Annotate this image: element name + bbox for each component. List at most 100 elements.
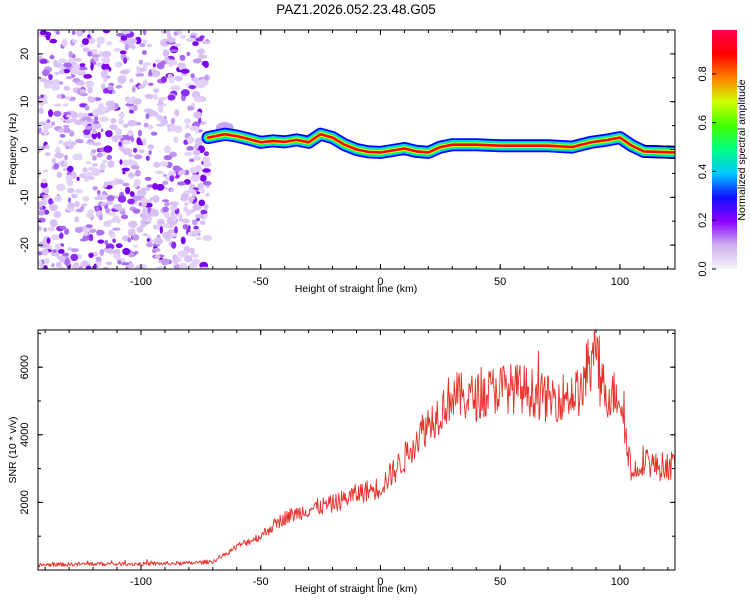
noise-blob (47, 226, 56, 232)
noise-blob (84, 171, 94, 178)
noise-blob (82, 38, 89, 46)
noise-blob (162, 231, 172, 240)
noise-blob (161, 30, 167, 34)
noise-blob (82, 228, 90, 233)
noise-blob (104, 57, 111, 63)
noise-blob (51, 158, 57, 164)
noise-blob (67, 247, 72, 251)
noise-blob (96, 229, 105, 236)
noise-blob (167, 36, 176, 43)
noise-blob (127, 158, 135, 167)
noise-blob (70, 67, 78, 75)
colorbar-label: Normalized spectral amplitude (736, 79, 748, 220)
noise-blob (112, 203, 123, 210)
noise-blob (66, 114, 72, 118)
noise-blob (62, 252, 70, 257)
noise-speckle (38, 30, 213, 269)
colorbar (712, 30, 737, 269)
noise-blob (180, 236, 186, 245)
noise-blob (203, 61, 209, 68)
noise-blob (49, 54, 55, 60)
heatmap-y-tick-label: -10 (19, 189, 31, 205)
noise-blob (46, 119, 51, 124)
noise-blob (195, 236, 202, 240)
noise-blob (74, 216, 80, 223)
noise-blob (194, 137, 203, 146)
noise-blob (163, 222, 171, 229)
noise-blob (88, 176, 95, 180)
noise-blob (85, 125, 92, 130)
noise-blob (119, 210, 126, 215)
noise-blob (57, 128, 64, 133)
noise-blob (85, 161, 92, 165)
noise-blob (172, 165, 181, 172)
noise-blob (152, 63, 156, 68)
noise-blob (62, 103, 69, 107)
noise-blob (87, 51, 93, 57)
noise-blob (186, 146, 194, 151)
noise-blob (138, 59, 144, 65)
noise-blob (82, 196, 90, 202)
noise-blob (38, 201, 46, 206)
noise-blob (38, 107, 44, 114)
noise-blob (103, 191, 107, 195)
noise-blob (99, 249, 105, 256)
noise-blob (140, 224, 146, 228)
noise-blob (160, 38, 170, 47)
noise-blob (185, 209, 191, 216)
noise-blob (172, 43, 182, 47)
noise-blob (96, 36, 105, 45)
noise-blob (77, 112, 84, 119)
noise-blob (96, 123, 102, 129)
noise-blob (56, 183, 66, 192)
noise-blob (136, 137, 141, 146)
noise-blob (113, 48, 122, 52)
noise-blob (105, 130, 113, 138)
noise-blob (132, 234, 140, 241)
colorbar-tick-label: 0.0 (697, 261, 709, 276)
noise-blob (152, 248, 161, 252)
noise-blob (95, 206, 100, 211)
noise-blob (94, 115, 99, 122)
noise-blob (97, 239, 105, 244)
noise-blob (153, 93, 158, 101)
noise-blob (106, 106, 116, 111)
noise-blob (53, 110, 62, 117)
noise-blob (95, 256, 102, 261)
noise-blob (90, 49, 98, 55)
snr-x-tick-label: 0 (377, 576, 383, 588)
noise-blob (159, 226, 163, 234)
noise-blob (101, 83, 106, 90)
noise-blob (192, 149, 201, 156)
noise-blob (124, 43, 129, 51)
noise-blob (56, 171, 62, 179)
noise-blob (202, 156, 211, 164)
noise-blob (114, 128, 123, 136)
noise-blob (187, 231, 192, 237)
noise-blob (127, 153, 135, 157)
noise-blob (157, 97, 167, 101)
noise-blob (40, 94, 44, 98)
noise-blob (96, 190, 101, 195)
noise-blob (44, 152, 51, 157)
noise-blob (118, 118, 124, 125)
noise-blob (125, 186, 131, 195)
colorbar-tick-label: 0.2 (697, 213, 709, 228)
noise-blob (145, 113, 150, 120)
noise-blob (69, 130, 75, 137)
noise-blob (80, 203, 88, 207)
noise-blob (128, 173, 136, 178)
noise-blob (102, 50, 112, 58)
noise-blob (50, 234, 61, 241)
noise-blob (63, 85, 70, 91)
noise-blob (72, 77, 81, 83)
noise-blob (202, 213, 209, 218)
noise-blob (128, 109, 135, 114)
noise-blob (176, 256, 181, 263)
noise-blob (41, 178, 47, 184)
noise-blob (191, 189, 197, 197)
noise-blob (128, 253, 135, 258)
noise-blob (144, 108, 154, 113)
noise-blob (146, 43, 153, 48)
noise-blob (92, 186, 98, 191)
